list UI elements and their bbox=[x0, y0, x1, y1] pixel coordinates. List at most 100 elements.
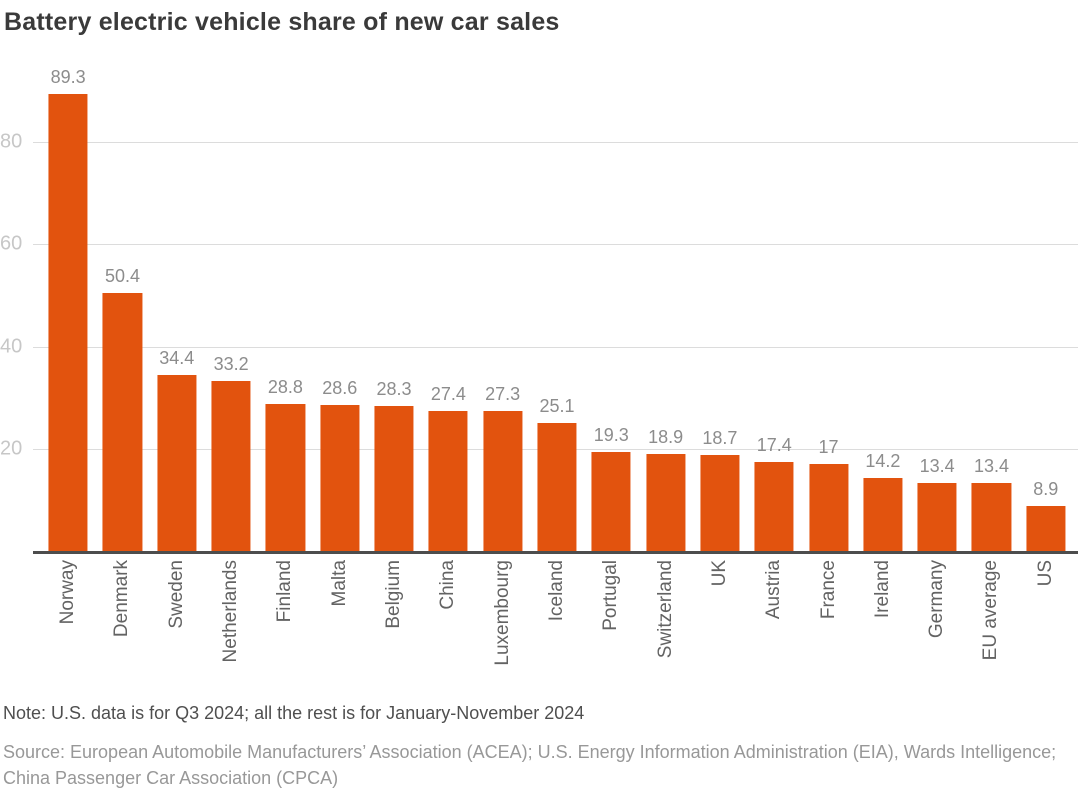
y-tick-label: 80 bbox=[0, 130, 23, 153]
x-label-cell: US bbox=[1019, 560, 1073, 695]
x-axis-label: Malta bbox=[328, 560, 350, 607]
x-axis-label: Austria bbox=[763, 560, 785, 620]
x-label-cell: Ireland bbox=[856, 560, 910, 695]
x-axis-label: Luxembourg bbox=[491, 560, 513, 666]
bar-value-label: 19.3 bbox=[593, 425, 629, 446]
bar-cell: 19.3 bbox=[584, 0, 638, 551]
bar-value-label: 13.4 bbox=[973, 455, 1009, 476]
y-tick-label: 20 bbox=[0, 437, 23, 460]
x-label-cell: Netherlands bbox=[204, 560, 258, 695]
x-label-cell: Finland bbox=[258, 560, 312, 695]
x-axis-label: UK bbox=[708, 560, 730, 587]
y-tick-label: 60 bbox=[0, 232, 23, 255]
x-label-cell: Denmark bbox=[95, 560, 149, 695]
bar-cell: 8.9 bbox=[1019, 0, 1073, 551]
x-label-cell: Germany bbox=[910, 560, 964, 695]
x-axis-label: China bbox=[437, 560, 459, 610]
bar-cell: 18.7 bbox=[693, 0, 747, 551]
x-axis-label: France bbox=[817, 560, 839, 620]
bar-cell: 18.9 bbox=[638, 0, 692, 551]
bar-cell: 50.4 bbox=[95, 0, 149, 551]
bar-cell: 13.4 bbox=[910, 0, 964, 551]
bar bbox=[483, 411, 523, 551]
bar bbox=[700, 455, 740, 551]
y-tick-label: 40 bbox=[0, 335, 23, 358]
gridline bbox=[33, 142, 1078, 143]
bar bbox=[265, 403, 305, 551]
bar-cell: 89.3 bbox=[41, 0, 95, 551]
x-label-cell: Luxembourg bbox=[476, 560, 530, 695]
bar-cell: 28.6 bbox=[313, 0, 367, 551]
x-label-cell: Iceland bbox=[530, 560, 584, 695]
bar bbox=[808, 464, 849, 551]
x-label-cell: Portugal bbox=[584, 560, 638, 695]
bar-cell: 17.4 bbox=[747, 0, 801, 551]
x-label-cell: Sweden bbox=[150, 560, 204, 695]
bar-cell: 27.4 bbox=[421, 0, 475, 551]
x-axis-label: Finland bbox=[274, 560, 296, 623]
gridline bbox=[33, 244, 1078, 246]
x-label-cell: EU average bbox=[964, 560, 1018, 695]
x-axis-label: US bbox=[1034, 560, 1056, 587]
bar-cell: 25.1 bbox=[530, 0, 584, 551]
bar bbox=[863, 478, 903, 551]
x-label-cell: Norway bbox=[41, 560, 95, 695]
x-label-cell: UK bbox=[693, 560, 747, 695]
x-axis-label: Netherlands bbox=[220, 560, 242, 663]
bar-value-label: 14.2 bbox=[865, 451, 901, 472]
bar bbox=[374, 406, 414, 551]
bar bbox=[428, 410, 468, 551]
x-axis-label: Germany bbox=[926, 560, 948, 639]
x-label-cell: France bbox=[801, 560, 855, 695]
x-label-cell: China bbox=[421, 560, 475, 695]
chart-note: Note: U.S. data is for Q3 2024; all the … bbox=[3, 703, 585, 723]
gridline bbox=[33, 346, 1078, 348]
x-axis-labels: Norway Denmark Sweden Netherlands Finland Mal… bbox=[33, 560, 1078, 695]
bar-value-label: 8.9 bbox=[1033, 478, 1059, 499]
bars-row: 89.3 50.4 34.4 33.2 28.8 28.6 28.3 27.4 27.3 25.1… bbox=[33, 0, 1078, 551]
chart-title: Battery electric vehicle share of new ca… bbox=[4, 8, 560, 36]
x-axis-line bbox=[33, 551, 1078, 554]
x-axis-label: Portugal bbox=[600, 560, 622, 631]
bar-value-label: 27.4 bbox=[430, 383, 466, 404]
bar bbox=[1026, 505, 1066, 551]
bar-value-label: 28.6 bbox=[322, 377, 358, 398]
bar-cell: 13.4 bbox=[964, 0, 1018, 551]
bar-value-label: 28.8 bbox=[267, 376, 303, 397]
bar bbox=[102, 293, 143, 551]
x-axis-label: Iceland bbox=[545, 560, 567, 622]
bar bbox=[211, 381, 251, 551]
bar bbox=[537, 422, 577, 551]
x-label-cell: Switzerland bbox=[638, 560, 692, 695]
bar-cell: 34.4 bbox=[150, 0, 204, 551]
plot-area: 20 40 60 80 89.3 50.4 34.4 33.2 28.8 28.6 28.3 27.… bbox=[0, 0, 1078, 554]
bar bbox=[591, 452, 631, 551]
bar-cell: 33.2 bbox=[204, 0, 258, 551]
bar bbox=[320, 404, 360, 551]
bar-value-label: 50.4 bbox=[104, 266, 140, 287]
bar-value-label: 28.3 bbox=[376, 379, 412, 400]
bar bbox=[754, 462, 794, 551]
bar bbox=[971, 482, 1012, 551]
x-axis-label: Ireland bbox=[871, 560, 893, 619]
bar-value-label: 13.4 bbox=[919, 455, 955, 476]
x-axis-label: Denmark bbox=[111, 560, 133, 638]
bar-cell: 28.8 bbox=[258, 0, 312, 551]
chart-source: Source: European Automobile Manufacturer… bbox=[3, 742, 1057, 788]
bar bbox=[917, 482, 957, 551]
bar-value-label: 17 bbox=[818, 437, 839, 458]
bar-value-label: 89.3 bbox=[50, 67, 86, 88]
bar-value-label: 33.2 bbox=[213, 354, 249, 375]
bar-cell: 28.3 bbox=[367, 0, 421, 551]
x-label-cell: Belgium bbox=[367, 560, 421, 695]
x-axis-label: Sweden bbox=[165, 560, 187, 629]
bar-value-label: 34.4 bbox=[159, 348, 195, 369]
x-axis-label: Switzerland bbox=[654, 560, 676, 659]
bar-value-label: 18.7 bbox=[702, 428, 738, 449]
bar-value-label: 17.4 bbox=[756, 435, 792, 456]
x-label-cell: Austria bbox=[747, 560, 801, 695]
bar-value-label: 27.3 bbox=[485, 384, 521, 405]
bar bbox=[157, 375, 197, 551]
x-axis-label: Belgium bbox=[383, 560, 405, 629]
